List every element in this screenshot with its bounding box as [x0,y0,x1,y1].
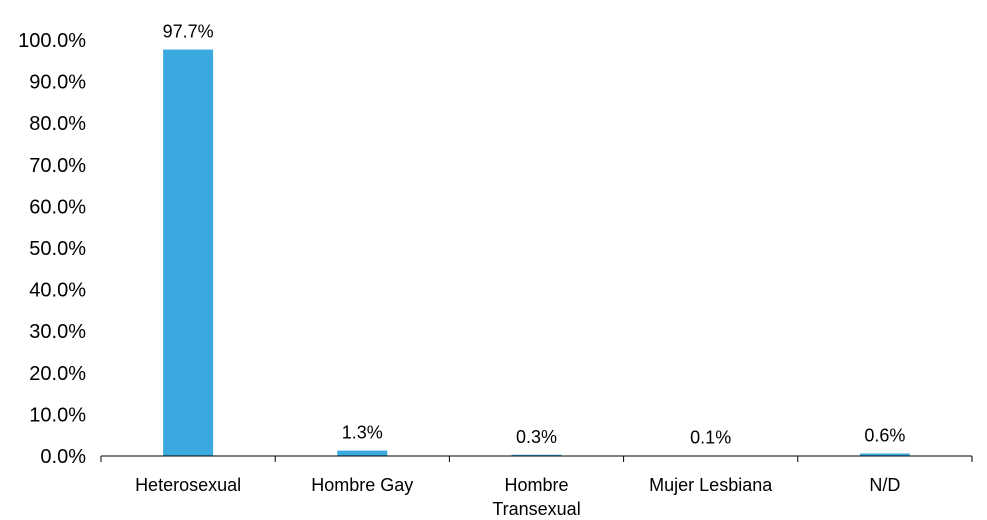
data-label: 0.3% [516,427,557,447]
y-tick-label: 80.0% [29,113,86,135]
y-tick-label: 70.0% [29,155,86,177]
x-tick-label: Heterosexual [135,475,241,495]
y-tick-label: 10.0% [29,404,86,426]
y-tick-label: 0.0% [40,446,86,468]
x-tick-label: Hombre Gay [311,475,413,495]
y-tick-label: 100.0% [18,30,86,52]
y-tick-label: 90.0% [29,72,86,94]
x-tick-label: Mujer Lesbiana [649,475,773,495]
bar-series [163,49,910,457]
y-tick-label: 30.0% [29,321,86,343]
y-tick-label: 50.0% [29,238,86,260]
bar [859,453,910,456]
data-label: 97.7% [163,22,214,42]
y-tick-label: 60.0% [29,196,86,218]
x-axis-ticks [100,456,973,462]
y-tick-label: 40.0% [29,280,86,302]
y-tick-label: 20.0% [29,363,86,385]
y-axis: 0.0% 10.0% 20.0% 30.0% 40.0% 50.0% 60.0% 70.0% 8… [18,30,86,468]
x-tick-label: N/D [869,475,900,495]
x-tick-label: Transexual [492,499,580,519]
data-label: 0.6% [864,426,905,446]
data-label: 0.1% [690,428,731,448]
x-axis: Heterosexual Hombre Gay Hombre Transexual Mu… [135,475,900,519]
bar [511,454,562,456]
data-label: 1.3% [342,423,383,443]
bar [337,450,388,456]
x-tick-label: Hombre [504,475,568,495]
bar [163,49,214,457]
data-labels: 97.7% 1.3% 0.3% 0.1% 0.6% [163,22,906,448]
